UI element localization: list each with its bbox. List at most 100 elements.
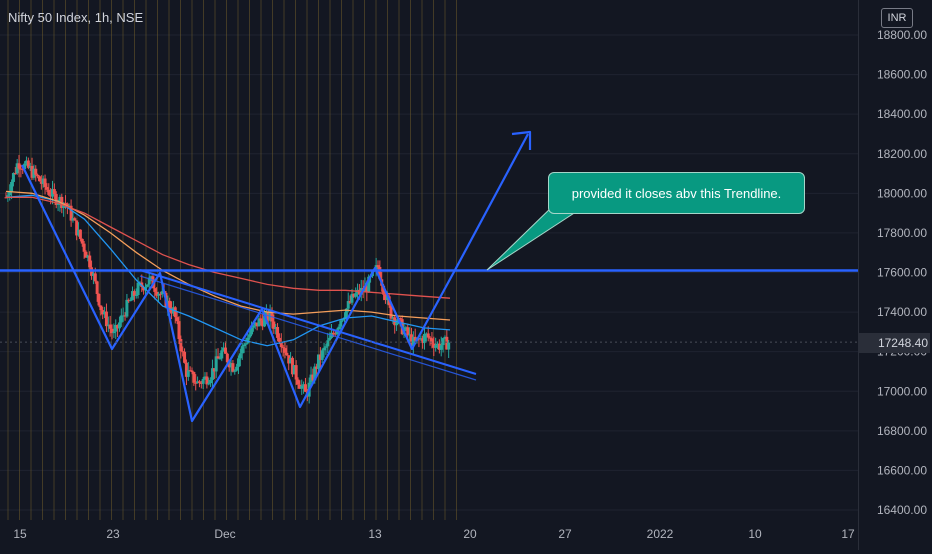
- candle-body: [257, 318, 261, 327]
- candle-body: [177, 321, 181, 340]
- price-axis-svg: 16400.0016600.0016800.0017000.0017200.00…: [877, 28, 927, 517]
- price-tick-label: 16600.00: [877, 463, 927, 477]
- candle-body: [309, 374, 313, 383]
- candle-body: [10, 181, 14, 193]
- x-tick-label: 15: [13, 527, 27, 541]
- candle-body: [184, 362, 188, 377]
- x-tick-label: 17: [841, 527, 855, 541]
- candle-body: [363, 286, 367, 292]
- candle-body: [95, 281, 99, 294]
- candle-body: [197, 381, 201, 383]
- candle-body: [322, 347, 326, 351]
- candle-body: [283, 348, 287, 353]
- candle-body: [279, 341, 283, 348]
- candle-body: [127, 299, 131, 302]
- candle-body: [119, 315, 123, 323]
- candle-body: [248, 334, 252, 338]
- price-tick-label: 17000.00: [877, 384, 927, 398]
- price-tick-label: 18000.00: [877, 186, 927, 200]
- x-tick-label: 2022: [647, 527, 674, 541]
- candle-body: [277, 337, 281, 342]
- candle-body: [296, 379, 300, 385]
- candle-body: [199, 382, 203, 384]
- candle-body: [391, 317, 395, 319]
- candle-body: [231, 363, 235, 372]
- candle-body: [385, 296, 389, 301]
- candle-body: [112, 331, 116, 334]
- candle-body: [84, 251, 88, 258]
- candle-body: [285, 352, 289, 356]
- candle-body: [294, 365, 298, 380]
- candle-body: [302, 384, 306, 386]
- candle-body: [192, 372, 196, 383]
- candle-body: [411, 336, 415, 346]
- candle-body: [445, 336, 449, 350]
- candle-body: [188, 370, 192, 372]
- candle-body: [376, 265, 380, 267]
- candle-body: [406, 327, 410, 336]
- price-axis[interactable]: 16400.0016600.0016800.0017000.0017200.00…: [858, 0, 932, 550]
- candle-body: [300, 385, 304, 389]
- candle-body: [421, 338, 425, 344]
- candle-body: [320, 350, 324, 360]
- candle-body: [209, 379, 213, 384]
- candle-body: [71, 218, 75, 221]
- candle-body: [389, 305, 393, 319]
- candle-body: [287, 355, 291, 364]
- candle-body: [242, 344, 246, 347]
- callout-annotation[interactable]: provided it closes abv this Trendline.: [548, 172, 805, 214]
- candle-body: [24, 160, 28, 164]
- candle-body: [272, 321, 276, 329]
- candle-body: [344, 308, 348, 318]
- candle-body: [443, 336, 447, 339]
- candle-body: [8, 192, 12, 196]
- candle-body: [158, 293, 162, 295]
- x-tick-label: Dec: [214, 527, 235, 541]
- candle-body: [227, 362, 231, 368]
- candle-body: [214, 356, 218, 372]
- candle-body: [173, 307, 177, 318]
- candle-body: [82, 243, 86, 252]
- candle-body: [233, 370, 237, 372]
- candle-body: [51, 189, 54, 197]
- candle-body: [149, 276, 153, 278]
- candle-body: [374, 265, 378, 270]
- candle-body: [216, 356, 220, 359]
- currency-button[interactable]: INR: [881, 8, 913, 28]
- candle-body: [281, 347, 285, 349]
- x-tick-label: 13: [368, 527, 382, 541]
- candle-body: [240, 346, 244, 354]
- candle-body: [147, 277, 151, 285]
- candle-body: [69, 205, 73, 221]
- candle-body: [419, 338, 423, 340]
- candle-body: [77, 229, 81, 236]
- candle-body: [93, 273, 97, 282]
- candle-body: [117, 322, 121, 329]
- x-tick-label: 27: [558, 527, 572, 541]
- chart-svg[interactable]: 15 23 Dec 13 20 27 2022 10 17: [0, 0, 858, 550]
- candle-body: [250, 327, 254, 335]
- candle-body: [19, 168, 23, 170]
- candle-body: [43, 178, 47, 188]
- candle-body: [36, 174, 40, 177]
- candle-body: [155, 291, 159, 296]
- candle-body: [220, 350, 224, 359]
- x-tick-label: 23: [106, 527, 120, 541]
- chart-plot-area[interactable]: 15 23 Dec 13 20 27 2022 10 17: [0, 0, 858, 550]
- candle-body: [350, 293, 354, 303]
- candle-body: [276, 327, 280, 338]
- candle-body: [354, 293, 358, 297]
- candle-body: [270, 310, 274, 322]
- zigzag-pattern: [21, 133, 529, 423]
- candle-body: [108, 324, 112, 329]
- candle-body: [408, 334, 412, 336]
- price-tick-label: 17800.00: [877, 226, 927, 240]
- candle-body: [136, 282, 140, 296]
- candle-body: [274, 327, 278, 329]
- price-tick-label: 18600.00: [877, 68, 927, 82]
- candle-body: [328, 337, 332, 341]
- x-tick-label: 10: [748, 527, 762, 541]
- candle-body: [201, 378, 205, 384]
- candle-body: [47, 189, 51, 195]
- candle-body: [333, 333, 337, 335]
